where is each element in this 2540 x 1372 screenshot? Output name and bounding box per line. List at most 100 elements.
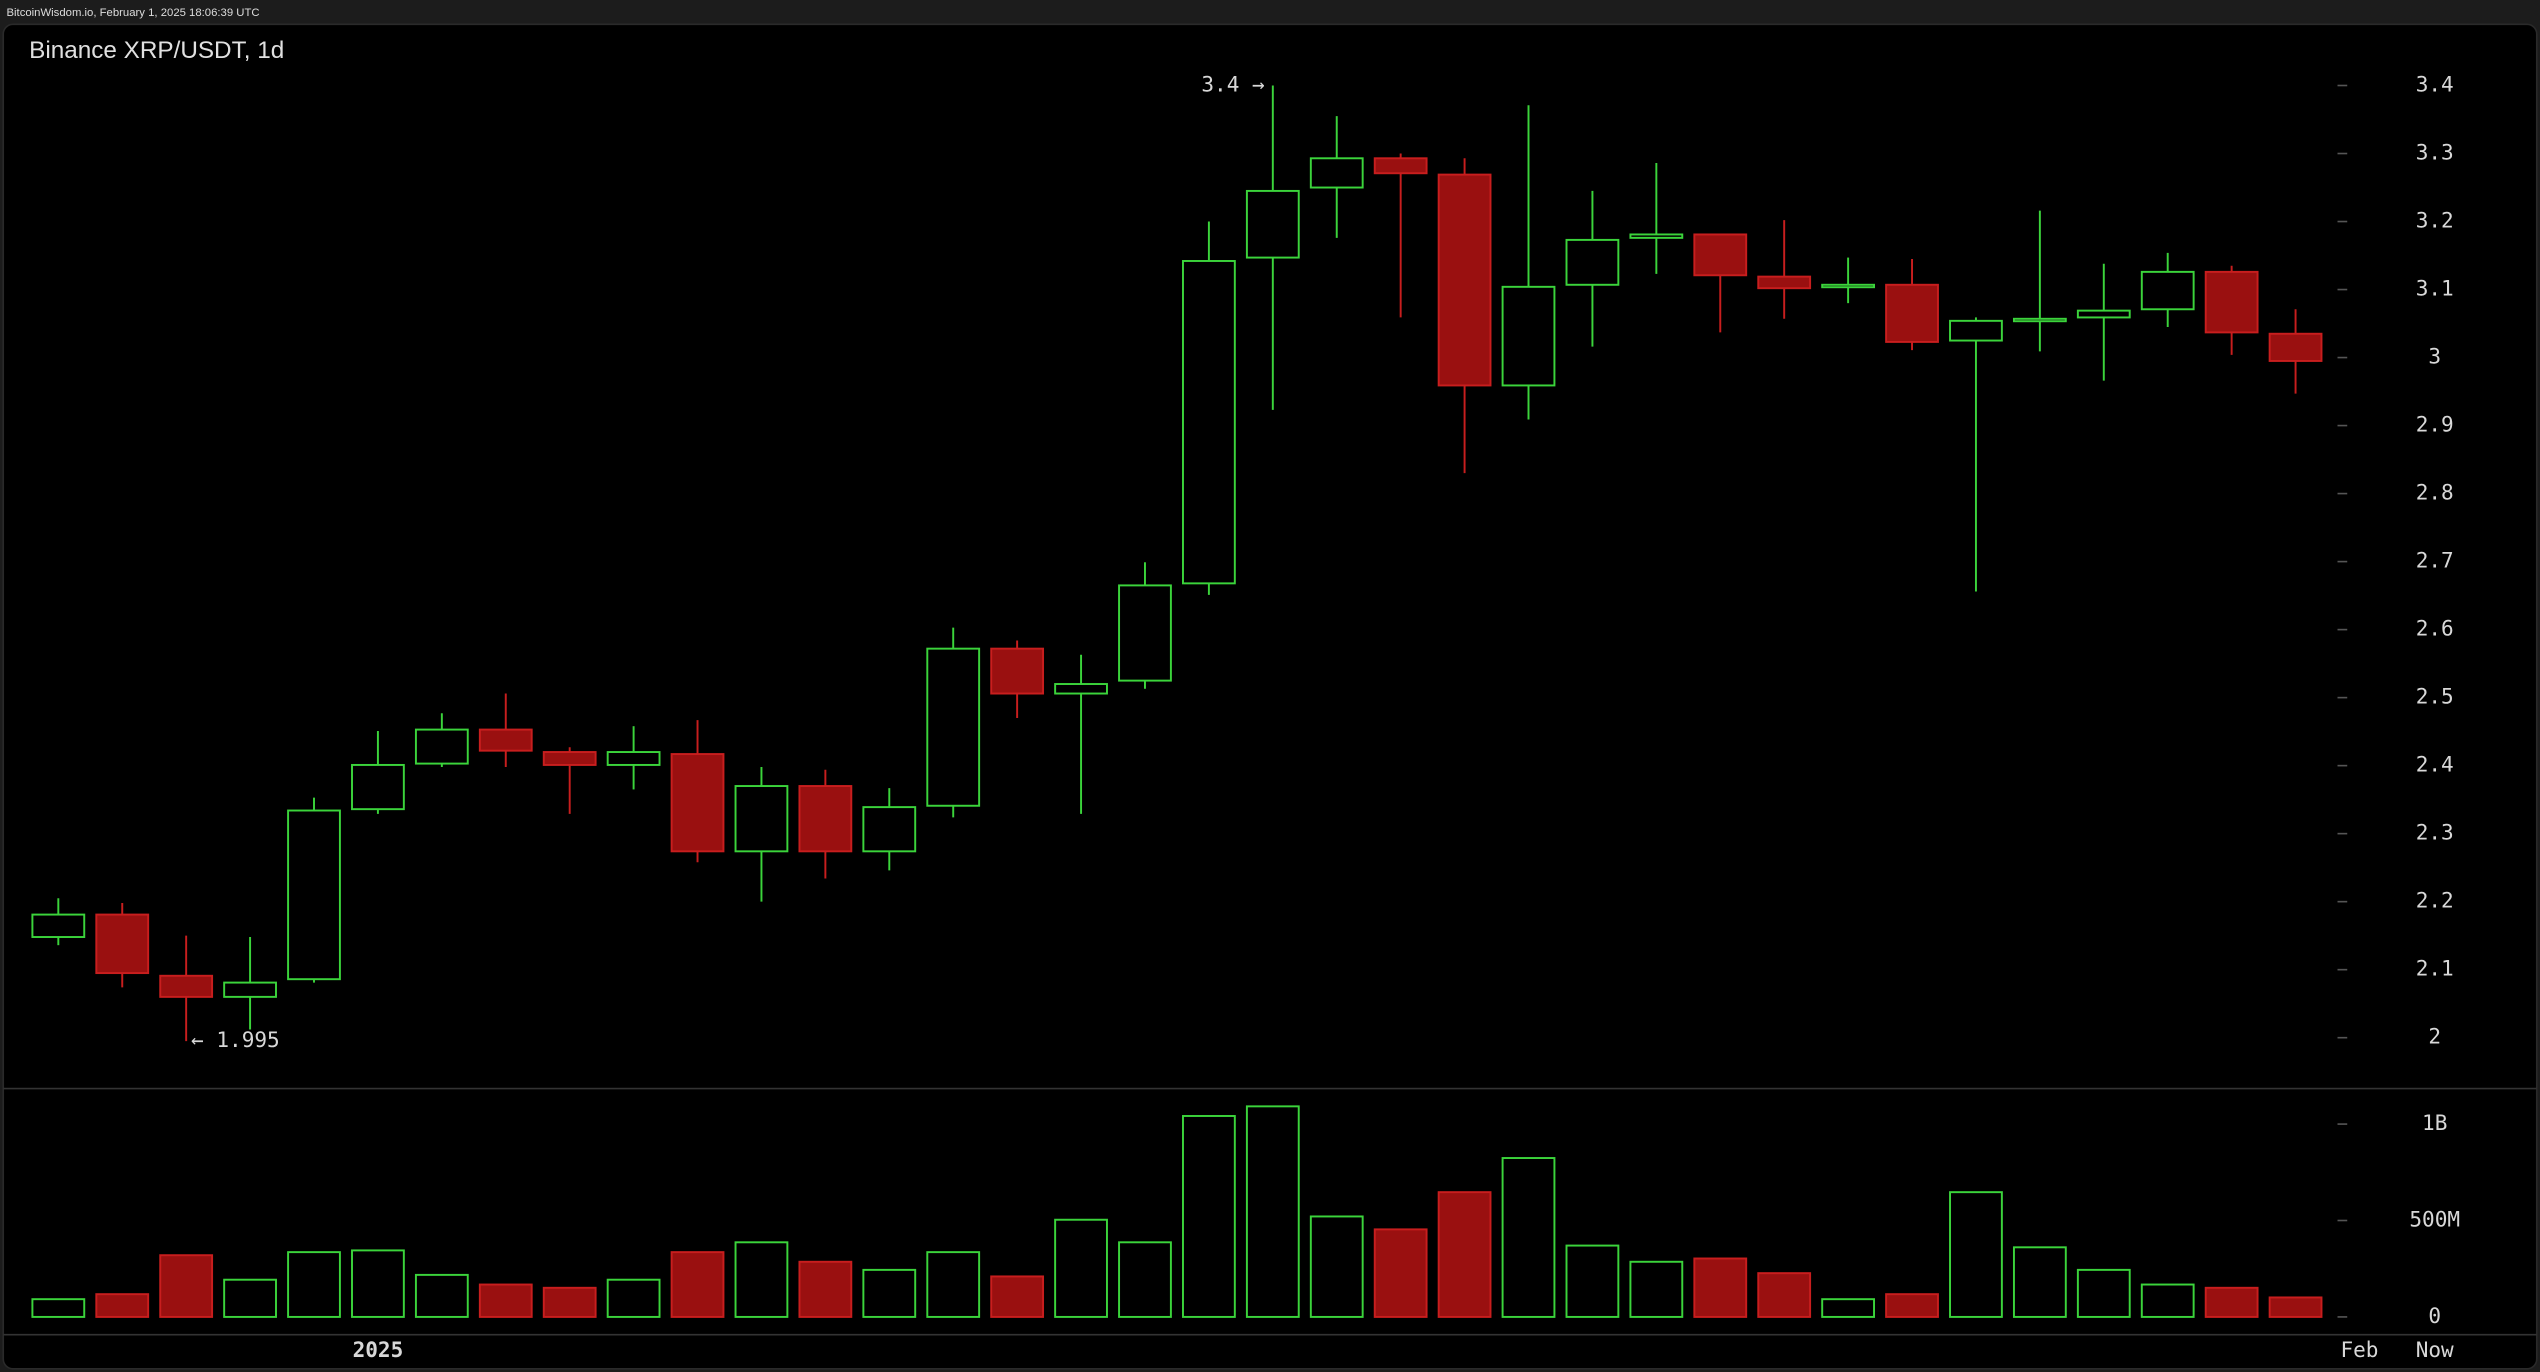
volume-bar bbox=[862, 1268, 917, 1318]
x-tick-label: Feb bbox=[2340, 1337, 2378, 1362]
y-tick-label: 2.2 bbox=[2416, 888, 2454, 913]
candle-body bbox=[1054, 683, 1108, 695]
volume-bar bbox=[31, 1298, 86, 1318]
volume-bar bbox=[542, 1286, 597, 1318]
volume-bar bbox=[1629, 1260, 1684, 1318]
y-tick-label: 3.3 bbox=[2416, 140, 2454, 165]
panel bbox=[2, 23, 2538, 1370]
y-tick-label: 3.4 bbox=[2416, 72, 2454, 97]
candle-body bbox=[606, 751, 661, 766]
candle-body bbox=[798, 785, 853, 853]
volume-bar bbox=[990, 1275, 1045, 1318]
candle-body bbox=[990, 647, 1045, 695]
volume-bar bbox=[95, 1293, 150, 1318]
volume-bar bbox=[159, 1254, 214, 1318]
candle-body bbox=[1757, 275, 1812, 290]
volume-bar bbox=[1885, 1293, 1939, 1318]
candle-body bbox=[1373, 157, 1428, 175]
y-tick-label: 2 bbox=[2428, 1024, 2441, 1049]
volume-bar bbox=[926, 1251, 981, 1318]
candle-body bbox=[1565, 238, 1620, 286]
volume-bar bbox=[1245, 1105, 1300, 1318]
candle-body bbox=[2268, 332, 2323, 362]
candle-body bbox=[542, 751, 597, 766]
candle-body bbox=[478, 728, 533, 752]
y-tick-label: 2.1 bbox=[2416, 956, 2454, 981]
candle-body bbox=[1118, 584, 1172, 682]
y-tick-label: 2.8 bbox=[2416, 480, 2454, 505]
volume-bar bbox=[2140, 1283, 2195, 1318]
volume-bar bbox=[287, 1251, 341, 1318]
candle-body bbox=[670, 753, 725, 853]
volume-bar bbox=[1118, 1241, 1172, 1318]
candle-body bbox=[31, 913, 86, 938]
candle-body bbox=[223, 981, 277, 998]
y-tick-label: 2.3 bbox=[2416, 820, 2454, 845]
y-tick-label: 2.9 bbox=[2416, 412, 2454, 437]
candle-body bbox=[1182, 260, 1236, 585]
now-label: Now bbox=[2416, 1337, 2454, 1362]
volume-bar bbox=[1757, 1272, 1812, 1318]
candle-body bbox=[2076, 309, 2131, 319]
candle-body bbox=[95, 913, 150, 975]
volume-bar bbox=[1949, 1191, 2003, 1318]
y-tick-label: 2.7 bbox=[2416, 548, 2454, 573]
candle-body bbox=[862, 806, 917, 853]
chart-title: Binance XRP/USDT, 1d bbox=[29, 37, 284, 64]
volume-bar bbox=[414, 1273, 469, 1318]
volume-bar bbox=[2204, 1286, 2259, 1318]
candle-body bbox=[1949, 319, 2003, 342]
candle-body bbox=[1437, 173, 1492, 387]
candle-body bbox=[1629, 233, 1684, 239]
volume-bar bbox=[798, 1260, 853, 1318]
volume-bar bbox=[1437, 1191, 1492, 1318]
volume-bar bbox=[2076, 1268, 2131, 1318]
candle-body bbox=[351, 763, 405, 811]
volume-bar bbox=[1501, 1157, 1556, 1318]
candle-body bbox=[2204, 270, 2259, 334]
volume-bar bbox=[1693, 1257, 1748, 1318]
candle-body bbox=[2140, 270, 2195, 311]
volume-bar bbox=[1309, 1215, 1364, 1318]
volume-bar bbox=[1373, 1228, 1428, 1318]
candle-body bbox=[734, 785, 789, 853]
y-tick-label: 2.4 bbox=[2416, 752, 2454, 777]
candle-body bbox=[1309, 157, 1364, 189]
candle-body bbox=[926, 647, 981, 807]
volume-bar bbox=[606, 1278, 661, 1318]
high-annotation: 3.4 → bbox=[1201, 72, 1264, 97]
y-tick-label: 3.2 bbox=[2416, 208, 2454, 233]
candle-body bbox=[287, 809, 341, 981]
candle-body bbox=[1245, 189, 1300, 259]
volume-bar bbox=[1182, 1115, 1236, 1318]
volume-bar bbox=[1565, 1244, 1620, 1318]
y-tick-label: 2.5 bbox=[2416, 684, 2454, 709]
candle-body bbox=[1821, 283, 1875, 289]
x-tick-label: 2025 bbox=[353, 1337, 404, 1362]
volume-bar bbox=[351, 1249, 405, 1318]
candle-body bbox=[414, 728, 469, 765]
volume-bar bbox=[2268, 1296, 2323, 1318]
volume-tick-label: 0 bbox=[2428, 1303, 2441, 1328]
y-tick-label: 3 bbox=[2428, 344, 2441, 369]
volume-tick-label: 1B bbox=[2422, 1110, 2447, 1135]
header: BitcoinWisdom.io, February 1, 2025 18:06… bbox=[6, 7, 259, 19]
volume-tick-label: 500M bbox=[2409, 1207, 2460, 1232]
volume-bar bbox=[478, 1283, 533, 1318]
volume-bar bbox=[1821, 1298, 1875, 1318]
volume-bar bbox=[223, 1278, 277, 1318]
candle-body bbox=[1885, 283, 1939, 343]
candle-body bbox=[1501, 285, 1556, 387]
y-tick-label: 2.6 bbox=[2416, 616, 2454, 641]
volume-bar bbox=[670, 1251, 725, 1318]
candle-body bbox=[159, 974, 214, 998]
volume-bar bbox=[1054, 1218, 1108, 1318]
low-annotation: ← 1.995 bbox=[191, 1027, 280, 1052]
volume-bar bbox=[2012, 1246, 2067, 1318]
y-tick-label: 3.1 bbox=[2416, 276, 2454, 301]
volume-bar bbox=[734, 1241, 789, 1318]
candle-body bbox=[2012, 317, 2067, 323]
candle-body bbox=[1693, 233, 1748, 277]
